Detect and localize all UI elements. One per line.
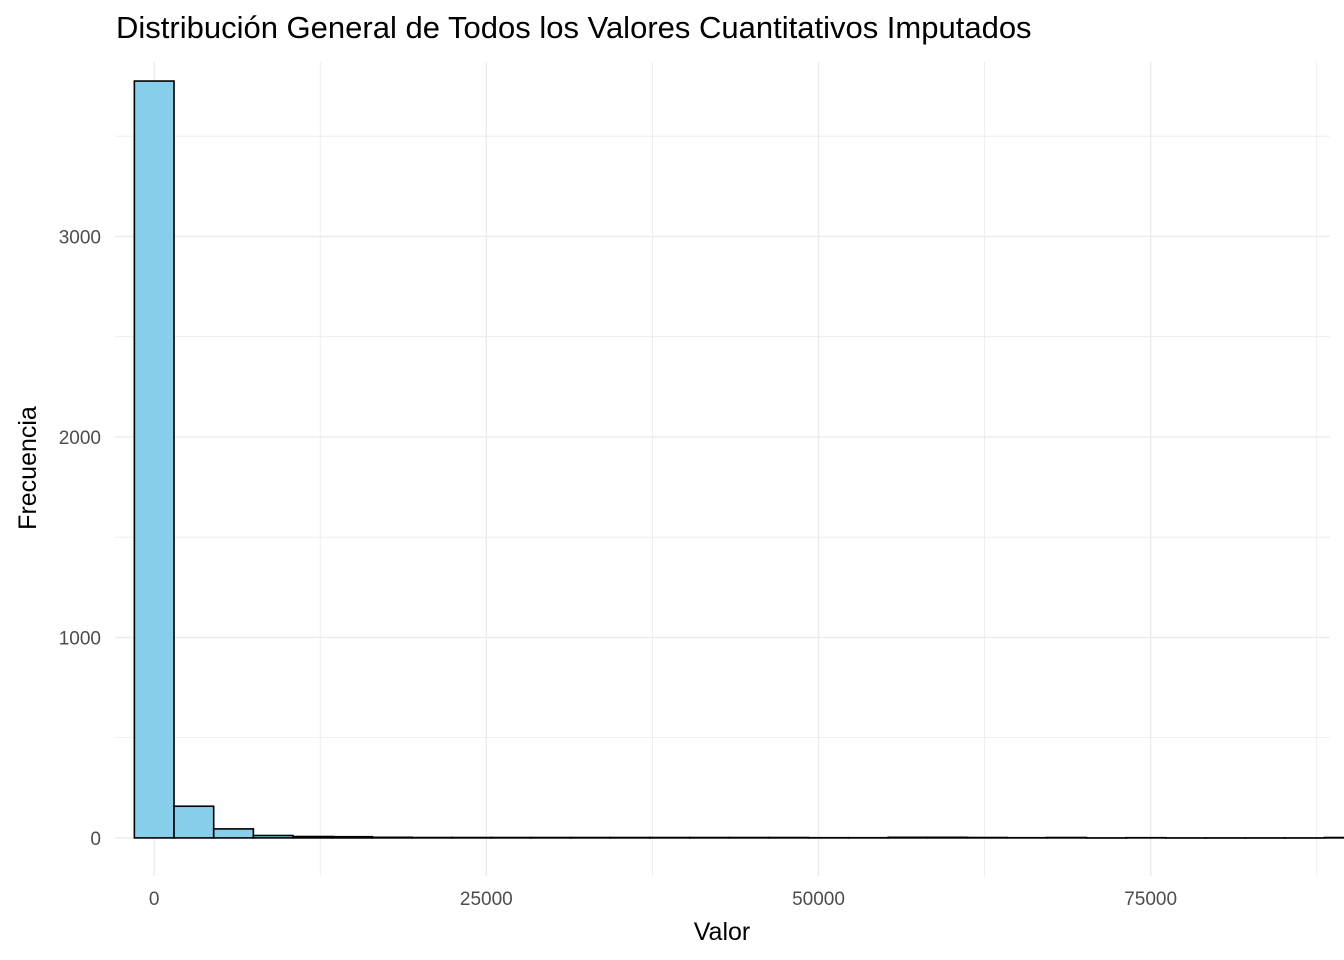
histogram-bar [926,836,969,839]
x-tick-label: 50000 [792,889,845,910]
x-tick-label: 25000 [460,889,513,910]
histogram-bar [887,836,929,839]
x-tick-label: 75000 [1124,889,1177,910]
histogram-bar [371,836,413,839]
y-axis-ticks: 0 1000 2000 3000 [59,227,101,849]
histogram-bars [133,80,1344,839]
histogram-bar [173,805,215,839]
x-axis-ticks: 0 25000 50000 75000 [149,889,1177,910]
histogram-bar [212,828,255,839]
histogram-bar [133,80,175,839]
chart-title: Distribución General de Todos los Valore… [116,10,1032,45]
y-tick-label: 0 [90,829,101,850]
y-tick-label: 2000 [59,428,101,449]
y-tick-label: 3000 [59,227,101,248]
x-tick-label: 0 [149,889,160,910]
histogram-bar [292,835,334,839]
grid-lines [115,62,1330,876]
histogram-bar [331,835,374,839]
y-axis-title: Frecuencia [14,406,42,530]
histogram-bar [252,834,294,839]
y-tick-label: 1000 [59,628,101,649]
x-axis-title: Valor [694,918,751,946]
